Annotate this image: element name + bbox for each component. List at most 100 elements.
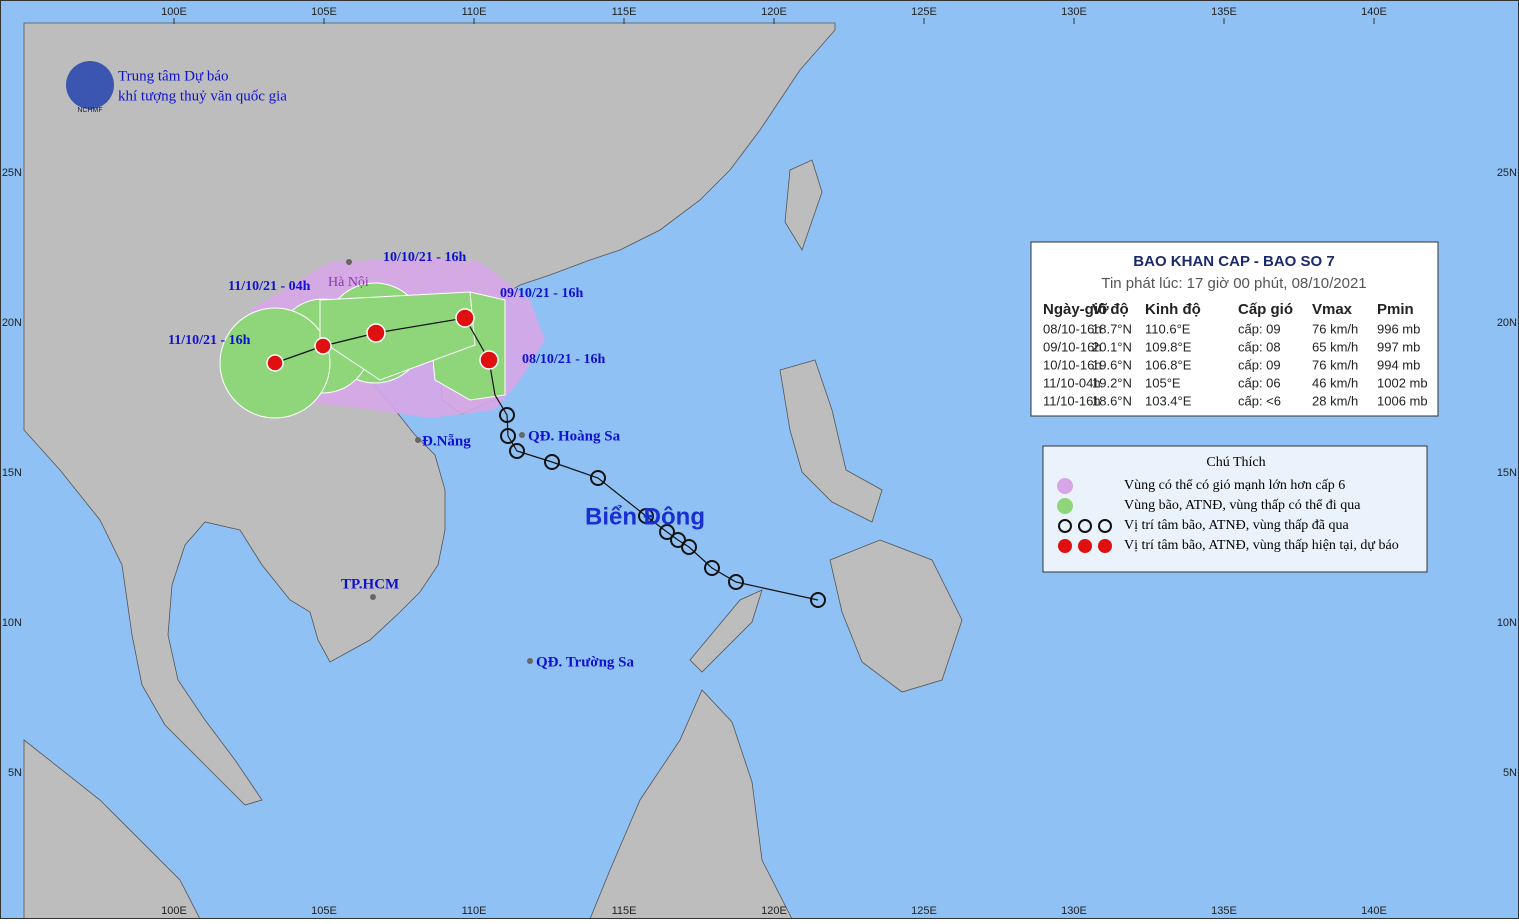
lon-label: 130E (1061, 905, 1087, 917)
table-cell: 65 km/h (1312, 339, 1358, 354)
info-title: BAO KHAN CAP - BAO SO 7 (1133, 253, 1334, 270)
table-cell: 08/10-16h (1043, 321, 1102, 336)
table-cell: 994 mb (1377, 357, 1420, 372)
legend-swatch (1057, 498, 1073, 514)
table-cell: 1006 mb (1377, 393, 1428, 408)
table-cell: 76 km/h (1312, 357, 1358, 372)
mainland (23, 22, 836, 806)
table-header: Vĩ độ (1092, 301, 1129, 318)
lat-label: 15N (2, 467, 22, 479)
table-cell: 105°E (1145, 375, 1181, 390)
org-line: Trung tâm Dự báo (118, 68, 229, 84)
table-cell: cấp: 09 (1238, 321, 1281, 336)
table-cell: 76 km/h (1312, 321, 1358, 336)
track-label: 11/10/21 - 16h (168, 333, 251, 348)
lat-label: 20N (1497, 317, 1517, 329)
lon-label: 140E (1361, 905, 1387, 917)
luzon (779, 359, 883, 523)
table-header: Ngày-giờ (1043, 301, 1109, 318)
lon-label: 115E (612, 905, 637, 917)
lon-label: 105E (311, 6, 337, 18)
logo-text: NCHMF (77, 107, 102, 114)
table-cell: 110.6°E (1145, 321, 1191, 336)
table-header: Kinh độ (1145, 301, 1201, 318)
track-label: 11/10/21 - 04h (228, 279, 311, 294)
table-header: Vmax (1312, 301, 1353, 318)
table-cell: 11/10-04h (1043, 375, 1101, 390)
table-cell: 997 mb (1377, 339, 1420, 354)
lon-label: 120E (761, 905, 787, 917)
mindanao (829, 539, 963, 693)
lat-label: 25N (1497, 167, 1517, 179)
place-label: TP.HCM (341, 576, 399, 592)
place-label: QĐ. Hoàng Sa (528, 428, 621, 444)
table-cell: 1002 mb (1377, 375, 1428, 390)
info-box: BAO KHAN CAP - BAO SO 7 Tin phát lúc: 17… (1030, 241, 1439, 417)
past-positions (499, 407, 826, 608)
org-line: khí tượng thuỷ văn quốc gia (118, 88, 287, 104)
place-label: Hà Nội (328, 275, 369, 290)
lat-label: 5N (1503, 767, 1517, 779)
sea-label: Biển Đông (585, 503, 705, 530)
city-dots (346, 259, 533, 664)
table-cell: 19.2°N (1092, 375, 1132, 390)
sumatra (23, 739, 201, 920)
forecast-area (219, 258, 545, 419)
table-cell: 11/10-16h (1043, 393, 1101, 408)
palawan (689, 589, 763, 673)
lat-label: 20N (2, 317, 22, 329)
track-label: 08/10/21 - 16h (522, 352, 605, 367)
logo: NCHMF (66, 61, 114, 114)
table-cell: cấp: <6 (1238, 393, 1281, 408)
legend-item: Vùng bão, ATNĐ, vùng thấp có thể đi qua (1124, 498, 1361, 513)
table-cell: cấp: 09 (1238, 357, 1281, 372)
table-cell: 28 km/h (1312, 393, 1358, 408)
table-cell: 46 km/h (1312, 375, 1358, 390)
lon-label: 130E (1061, 6, 1087, 18)
lat-label: 25N (2, 167, 22, 179)
legend-item: Vùng có thể có gió mạnh lớn hơn cấp 6 (1124, 478, 1345, 493)
lon-label: 135E (1211, 6, 1237, 18)
table-cell: 106.8°E (1145, 357, 1192, 372)
table-header: Pmin (1377, 301, 1414, 318)
lon-label: 125E (911, 905, 937, 917)
info-subtitle: Tin phát lúc: 17 giờ 00 phút, 08/10/2021 (1101, 275, 1366, 292)
table-header: Cấp gió (1238, 301, 1293, 318)
table-cell: 996 mb (1377, 321, 1420, 336)
legend-swatch (1057, 478, 1073, 494)
lat-label: 10N (1497, 617, 1517, 629)
legend: Chú Thích Vùng có thể có gió mạnh lớn hơ… (1042, 445, 1428, 573)
place-label: QĐ. Trường Sa (536, 654, 635, 670)
lon-label: 140E (1361, 6, 1387, 18)
legend-title: Chú Thích (1206, 455, 1265, 470)
track-label: 10/10/21 - 16h (383, 250, 466, 265)
lon-label: 100E (161, 6, 187, 18)
danger-area (219, 282, 506, 419)
table-cell: 10/10-16h (1043, 357, 1102, 372)
past-track (488, 359, 819, 601)
track-label: 09/10/21 - 16h (500, 286, 583, 301)
lon-label: 110E (462, 905, 487, 917)
table-cell: cấp: 06 (1238, 375, 1281, 390)
table-cell: 103.4°E (1145, 393, 1192, 408)
info-panel (1030, 241, 1439, 417)
lon-label: 125E (911, 6, 937, 18)
lon-label: 135E (1211, 905, 1237, 917)
table-cell: cấp: 08 (1238, 339, 1281, 354)
place-label: Đ.Nẵng (422, 433, 471, 449)
lon-label: 100E (161, 905, 187, 917)
lon-label: 110E (462, 6, 487, 18)
table-cell: 20.1°N (1092, 339, 1132, 354)
table-cell: 18.7°N (1092, 321, 1132, 336)
forecast-positions (266, 308, 499, 372)
table-cell: 18.6°N (1092, 393, 1132, 408)
table-cell: 19.6°N (1092, 357, 1132, 372)
taiwan (784, 159, 823, 251)
lat-label: 10N (2, 617, 22, 629)
legend-item: Vị trí tâm bão, ATNĐ, vùng thấp hiện tại… (1124, 538, 1399, 553)
table-cell: 09/10-16h (1043, 339, 1102, 354)
legend-item: Vị trí tâm bão, ATNĐ, vùng thấp đã qua (1124, 518, 1350, 533)
lon-label: 120E (761, 6, 787, 18)
